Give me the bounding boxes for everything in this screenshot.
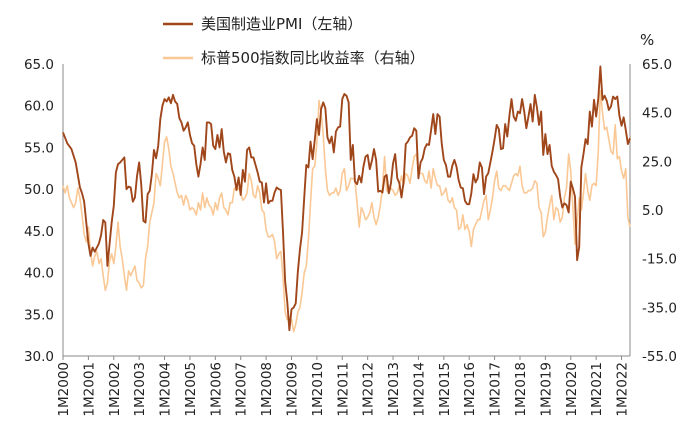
x-tick-label: 1M2008	[259, 362, 275, 417]
legend-label-pmi: 美国制造业PMI（左轴）	[201, 15, 362, 33]
series-line-sp500	[62, 89, 631, 333]
right-tick-label: 45.0	[642, 106, 672, 122]
right-tick-label: 5.0	[642, 203, 663, 219]
left-tick-label: 30.0	[24, 349, 54, 365]
x-tick-label: 1M2005	[183, 362, 199, 417]
axis-lines	[62, 64, 631, 357]
right-tick-label: 65.0	[642, 57, 672, 73]
x-tick-label: 1M2002	[107, 362, 123, 417]
right-tick-label: -35.0	[642, 300, 677, 316]
right-tick-label: -15.0	[642, 252, 677, 268]
x-tick-label: 1M2014	[411, 362, 427, 417]
x-tick-label: 1M2011	[335, 362, 351, 417]
x-tick-label: 1M2022	[615, 362, 631, 417]
left-tick-label: 40.0	[24, 266, 54, 282]
left-axis-ticks: 30.0 35.0 40.0 45.0 50.0 55.0 60.0 65.0	[24, 57, 54, 365]
x-tick-label: 1M2012	[361, 362, 377, 417]
x-tick-label: 1M2020	[564, 362, 580, 417]
x-tick-label: 1M2000	[56, 362, 72, 417]
right-tick-label: 25.0	[642, 154, 672, 170]
x-axis-ticks: 1M2000 1M2001 1M2002 1M2003 1M2004 1M2005 1M20…	[56, 356, 631, 417]
x-tick-label: 1M2009	[284, 362, 300, 417]
x-tick-label: 1M2016	[462, 362, 478, 417]
x-tick-label: 1M2021	[589, 362, 605, 417]
x-tick-label: 1M2019	[538, 362, 554, 417]
x-tick-label: 1M2013	[386, 362, 402, 417]
x-tick-label: 1M2010	[310, 362, 326, 417]
right-tick-label: -55.0	[642, 349, 677, 365]
x-tick-label: 1M2003	[132, 362, 148, 417]
x-tick-label: 1M2006	[208, 362, 224, 417]
x-tick-label: 1M2001	[81, 362, 97, 417]
x-tick-label: 1M2007	[234, 362, 250, 417]
legend-label-sp500: 标普500指数同比收益率（右轴）	[201, 49, 425, 67]
left-tick-label: 55.0	[24, 140, 54, 156]
x-tick-label: 1M2015	[437, 362, 453, 417]
x-tick-label: 1M2018	[513, 362, 529, 417]
left-tick-label: 45.0	[24, 224, 54, 240]
series-line-pmi	[62, 65, 631, 332]
series-layer	[62, 65, 631, 333]
left-tick-label: 60.0	[24, 99, 54, 115]
x-tick-label: 1M2004	[158, 362, 174, 417]
right-axis-unit: %	[640, 31, 654, 49]
x-tick-label: 1M2017	[488, 362, 504, 417]
right-axis-ticks: -55.0 -35.0 -15.0 5.0 25.0 45.0 65.0	[642, 57, 677, 365]
left-tick-label: 50.0	[24, 182, 54, 198]
legend: 美国制造业PMI（左轴） 标普500指数同比收益率（右轴）	[163, 15, 425, 67]
left-tick-label: 65.0	[24, 57, 54, 73]
left-tick-label: 35.0	[24, 307, 54, 323]
